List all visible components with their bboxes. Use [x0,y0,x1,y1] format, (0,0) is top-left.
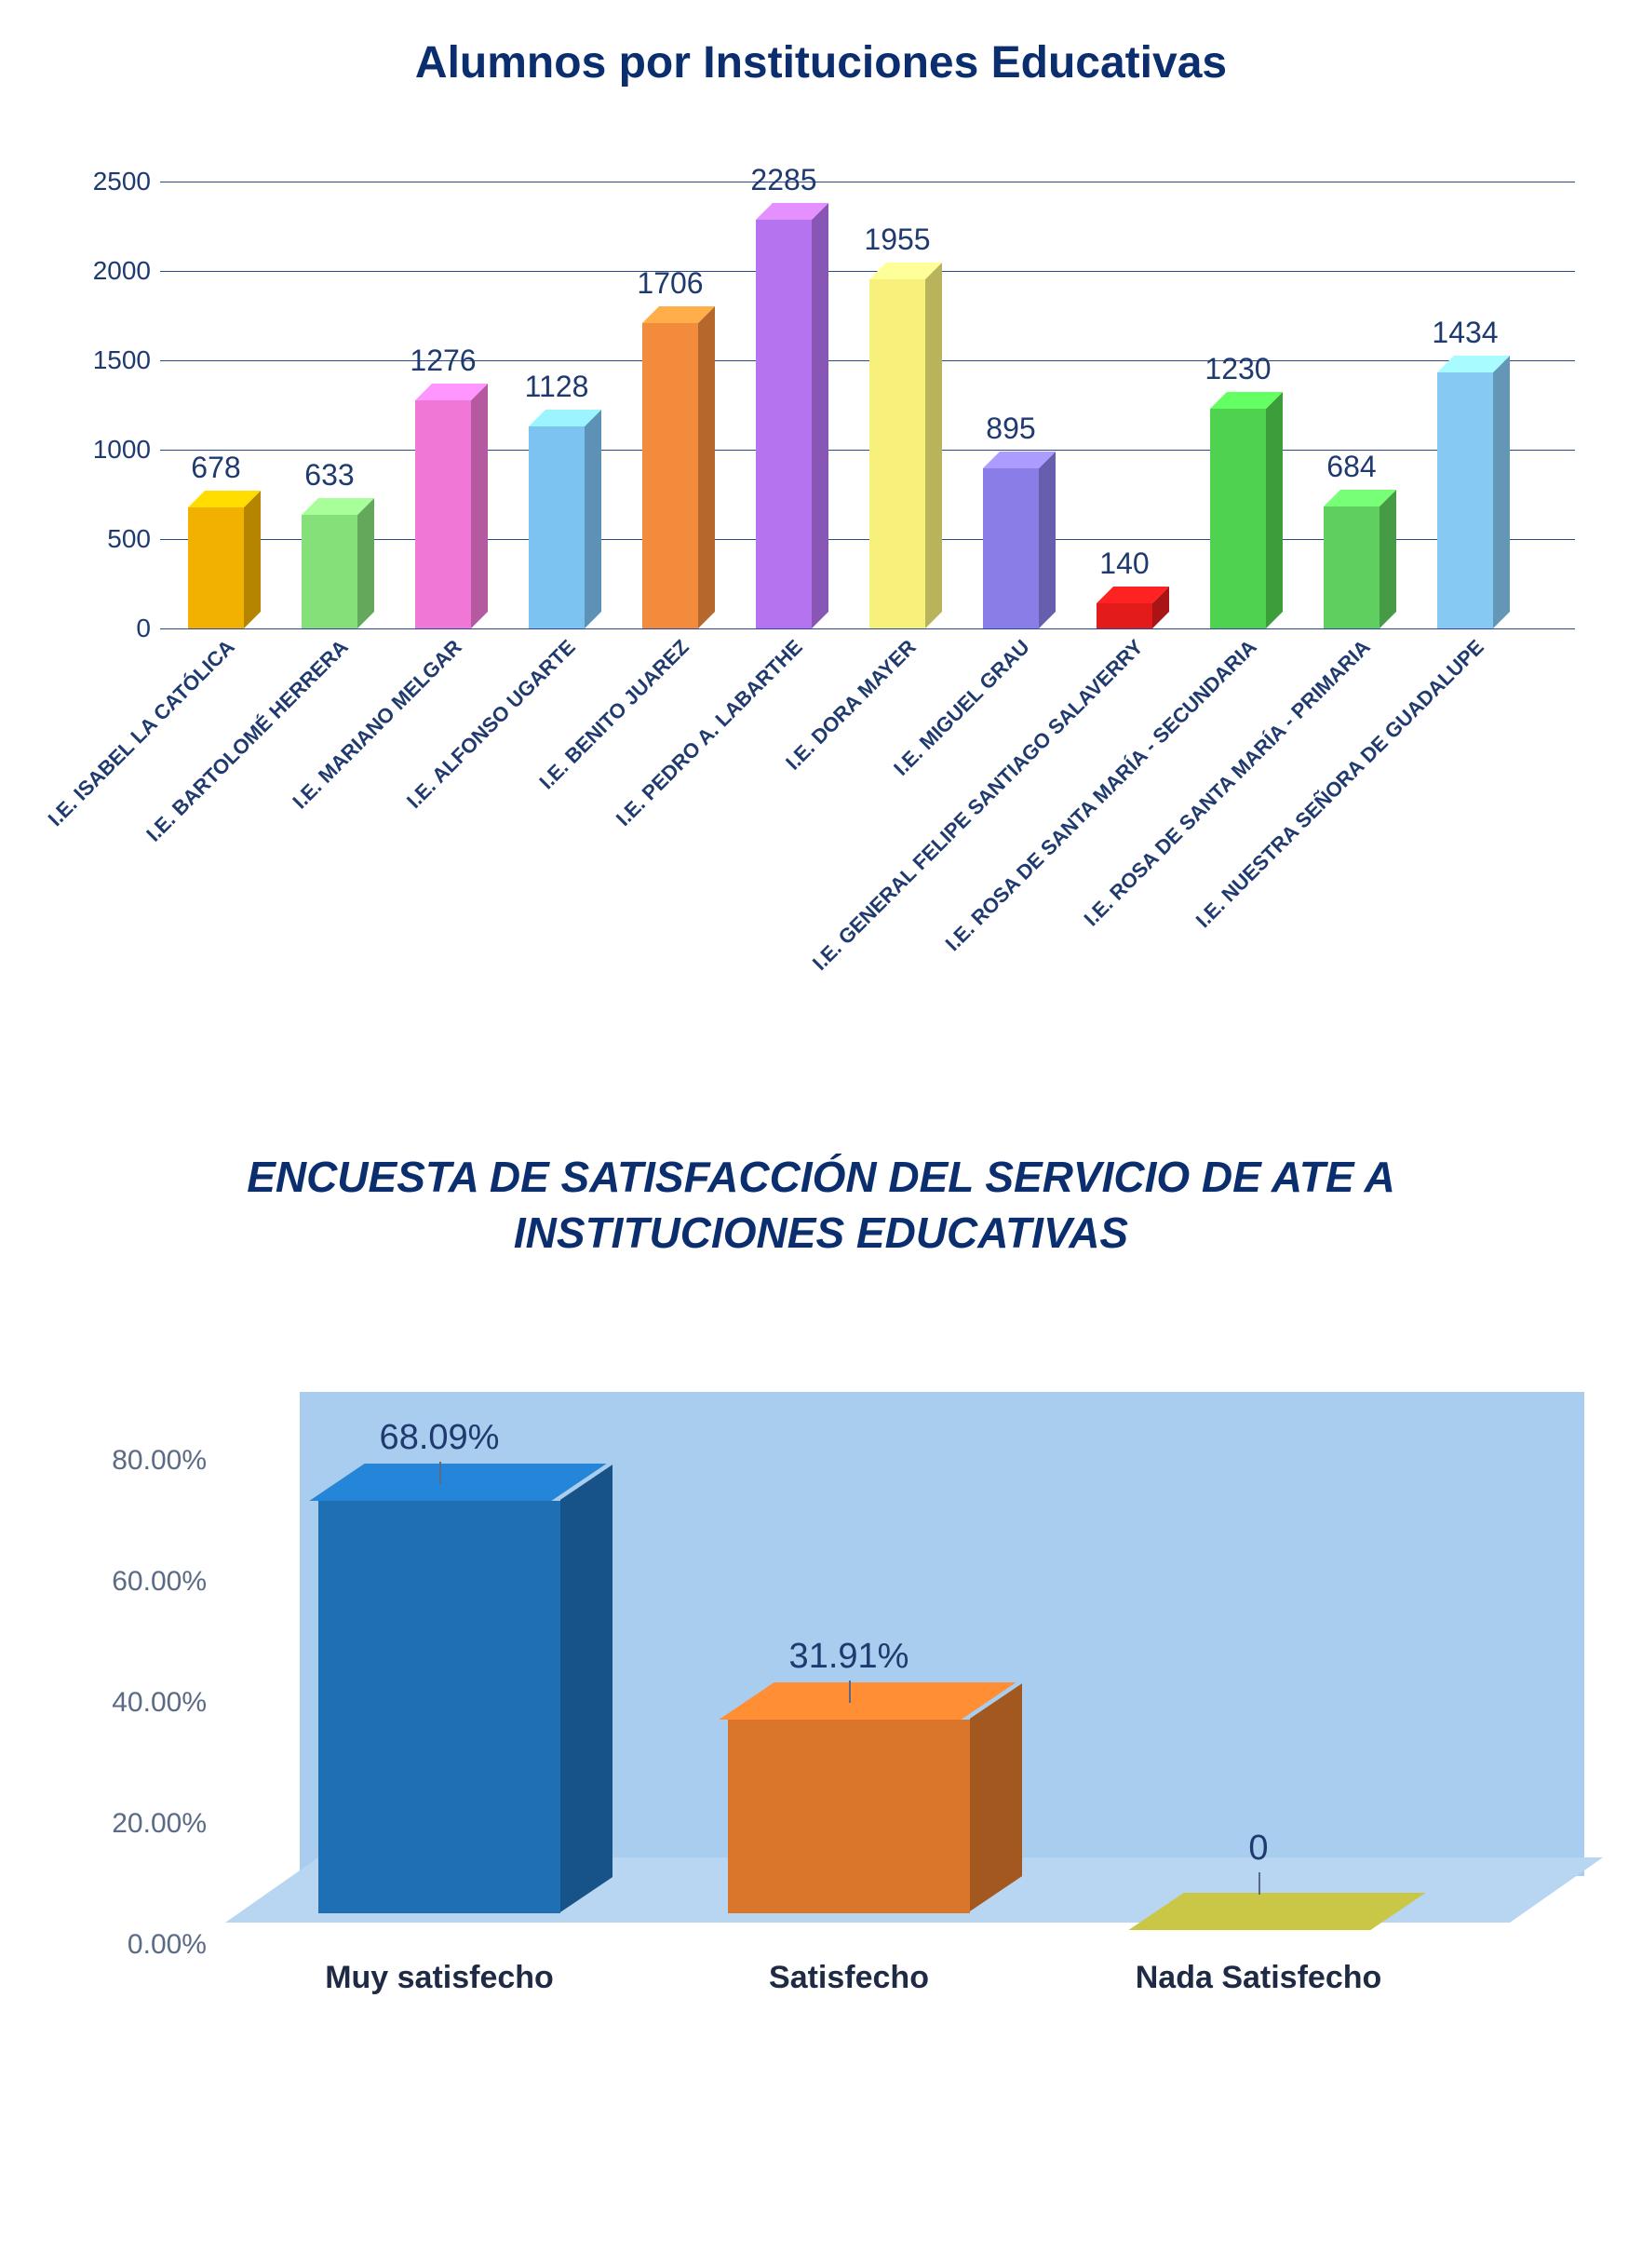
chart1-bar-value: 1230 [1205,352,1271,386]
chart2-x-label: Nada Satisfecho [1136,1960,1382,1996]
chart1-bar: 1276I.E. MARIANO MELGAR [415,400,471,628]
chart2-x-label: Satisfecho [769,1960,929,1996]
chart2-bar: 0Nada Satisfecho [1137,1911,1380,1913]
chart2-bars: 68.09%Muy satisfecho 31.91%Satisfecho 0Nad… [244,1429,1528,1913]
chart1-bar-value: 1128 [525,370,589,404]
chart1-y-tick: 2500 [93,167,151,196]
chart1-x-label: I.E. PEDRO A. LABARTHE [612,635,808,831]
chart1-bar: 1128I.E. ALFONSO UGARTE [529,426,585,628]
chart1-bar: 684I.E. ROSA DE SANTA MARÍA - PRIMARIA [1324,506,1380,628]
chart1-bar: 678I.E. ISABEL LA CATÓLICA [188,507,244,628]
chart2-y-tick: 60.00% [112,1566,207,1598]
chart2-bar-value: 0 [1248,1829,1268,1869]
chart1-y-tick: 2000 [93,256,151,286]
chart1-bar-value: 1276 [410,344,476,378]
chart1-bar: 2285I.E. PEDRO A. LABARTHE [756,220,812,628]
chart1-y-tick: 500 [107,524,151,554]
chart1-bar: 1955I.E. DORA MAYER [869,279,925,628]
chart2-bar: 68.09%Muy satisfecho [318,1501,560,1913]
chart-students-by-institution: Alumnos por Instituciones Educativas 0 50… [19,37,1623,964]
chart1-bars: 678I.E. ISABEL LA CATÓLICA 633I.E. BARTOL… [160,182,1575,628]
chart1-area: 05001000150020002500 678I.E. ISABEL LA C… [39,126,1603,964]
chart1-bar-value: 633 [304,458,354,493]
chart1-y-tick: 0 [136,614,151,643]
chart1-bar: 895I.E. MIGUEL GRAU [983,468,1039,628]
chart2-bar-value: 31.91% [789,1637,909,1677]
chart1-bar-value: 1955 [864,223,930,257]
chart1-bar: 140I.E. GENERAL FELIPE SANTIAGO SALAVERR… [1097,603,1152,628]
chart1-bar: 1706I.E. BENITO JUAREZ [642,323,698,628]
chart1-bar-value: 684 [1326,450,1376,484]
chart1-bar: 633I.E. BARTOLOMÉ HERRERA [302,515,357,628]
chart1-bar: 1434I.E. NUESTRA SEÑORA DE GUADALUPE [1437,372,1493,628]
chart1-bar-value: 140 [1099,547,1149,581]
chart1-bar-value: 2285 [750,163,816,197]
chart1-bar: 1230I.E. ROSA DE SANTA MARÍA - SECUNDARI… [1210,409,1266,628]
chart1-x-label: I.E. BARTOLOMÉ HERRERA [141,635,353,846]
chart1-y-tick: 1000 [93,435,151,465]
chart1-bar-value: 678 [191,451,240,485]
chart1-bar-value: 895 [986,412,1035,446]
chart2-x-label: Muy satisfecho [325,1960,554,1996]
chart2-y-axis: 0.00%20.00%40.00%60.00%80.00% [39,1429,225,1913]
chart2-title: ENCUESTA DE SATISFACCIÓN DEL SERVICIO DE… [123,1150,1519,1262]
chart-satisfaction-survey: ENCUESTA DE SATISFACCIÓN DEL SERVICIO DE… [19,1150,1623,2155]
chart2-y-tick: 80.00% [112,1445,207,1477]
chart1-title: Alumnos por Instituciones Educativas [19,37,1623,88]
chart1-y-tick: 1500 [93,345,151,375]
chart2-bar: 31.91%Satisfecho [728,1720,970,1912]
chart2-y-tick: 20.00% [112,1808,207,1840]
chart1-x-label: I.E. ISABEL LA CATÓLICA [44,635,240,831]
chart1-bar-value: 1706 [637,266,703,301]
chart1-y-axis: 05001000150020002500 [39,182,160,628]
chart1-bar-value: 1434 [1432,316,1498,350]
chart2-bar-value: 68.09% [380,1418,500,1458]
chart2-y-tick: 40.00% [112,1687,207,1719]
chart2-area: 0.00%20.00%40.00%60.00%80.00% 68.09%Muy … [39,1317,1603,2155]
chart2-y-tick: 0.00% [128,1929,207,1961]
